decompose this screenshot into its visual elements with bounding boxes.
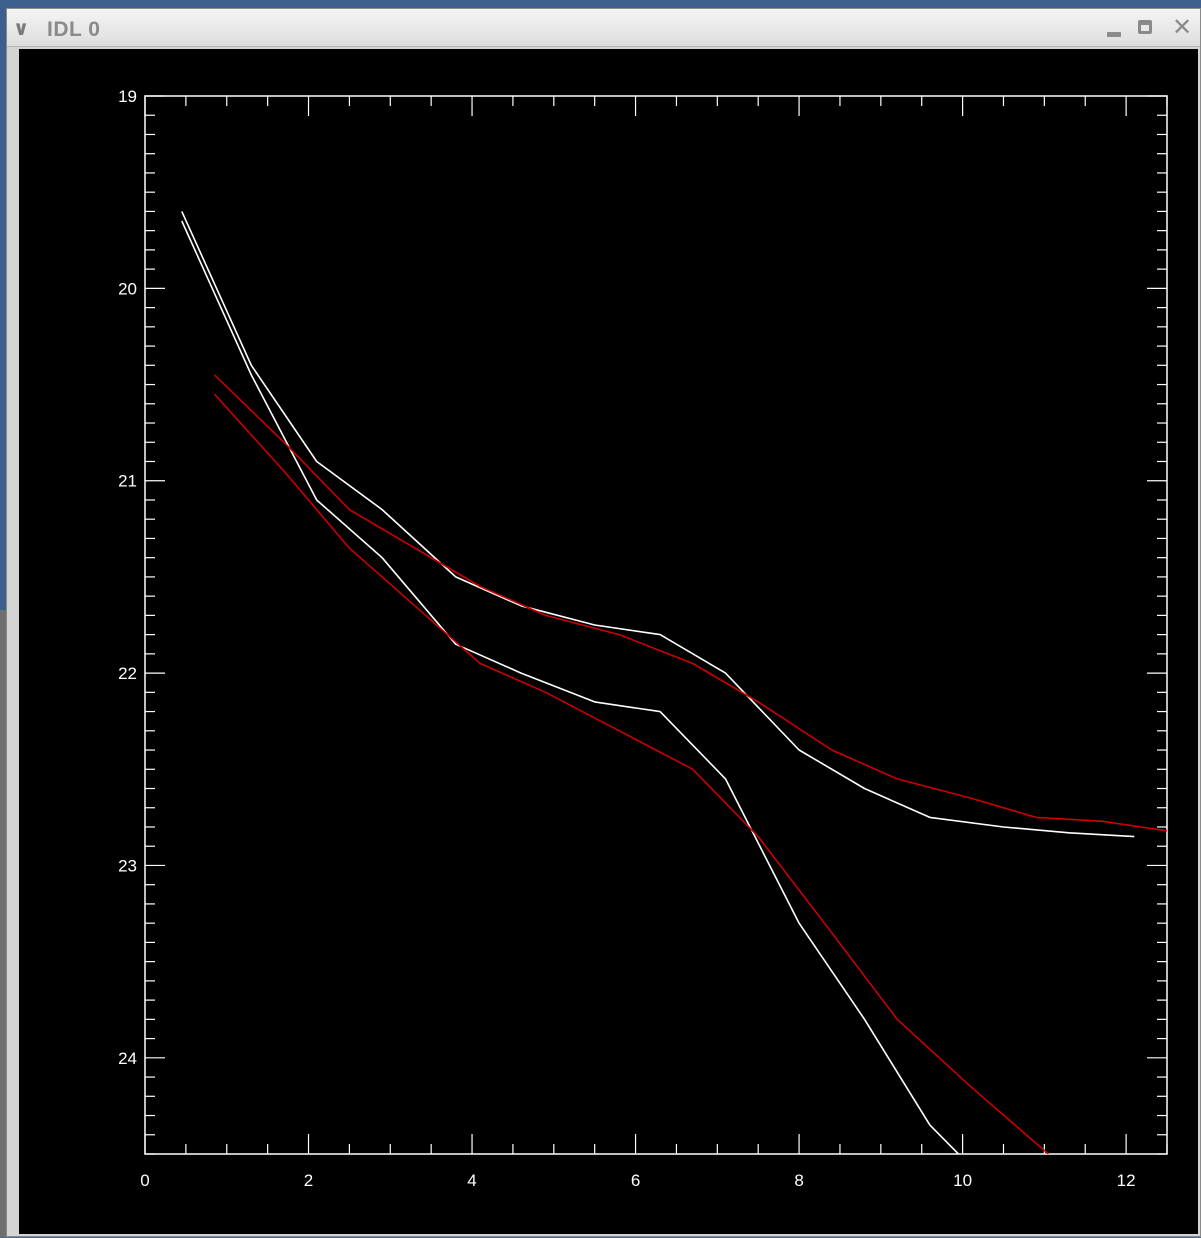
maximize-icon[interactable] bbox=[1134, 16, 1158, 40]
y-tick-label: 21 bbox=[118, 472, 137, 491]
y-tick-label: 20 bbox=[118, 279, 137, 298]
plot-frame bbox=[144, 95, 1168, 1155]
y-tick-label: 23 bbox=[118, 856, 137, 875]
y-tick-label: 19 bbox=[118, 87, 137, 106]
y-tick-label: 24 bbox=[118, 1049, 137, 1068]
y-tick-label: 22 bbox=[118, 664, 137, 683]
x-tick-label: 2 bbox=[304, 1171, 313, 1190]
plot-canvas: 0 2 4 6 8 10 12 19 20 21 22 23 24 bbox=[19, 49, 1198, 1234]
minimize-icon[interactable] bbox=[1102, 16, 1126, 40]
x-tick-label: 6 bbox=[631, 1171, 640, 1190]
x-tick-label: 0 bbox=[140, 1171, 149, 1190]
series-line-2 bbox=[181, 211, 1135, 838]
series-line-4 bbox=[213, 374, 1167, 832]
series-line-1 bbox=[181, 220, 960, 1154]
chevron-down-icon[interactable]: ∨ bbox=[13, 16, 30, 40]
x-tick-label: 4 bbox=[467, 1171, 476, 1190]
close-icon[interactable]: ✕ bbox=[1171, 13, 1193, 41]
x-tick-label: 12 bbox=[1117, 1171, 1136, 1190]
x-tick-label: 10 bbox=[953, 1171, 972, 1190]
x-tick-label: 8 bbox=[794, 1171, 803, 1190]
series-line-3 bbox=[213, 393, 1049, 1154]
idl-window: ∨ IDL 0 ✕ 0 2 4 6 8 10 12 19 20 21 22 23 24 bbox=[6, 8, 1201, 1237]
window-titlebar[interactable]: ∨ IDL 0 ✕ bbox=[7, 9, 1200, 47]
window-title: IDL 0 bbox=[47, 18, 101, 41]
